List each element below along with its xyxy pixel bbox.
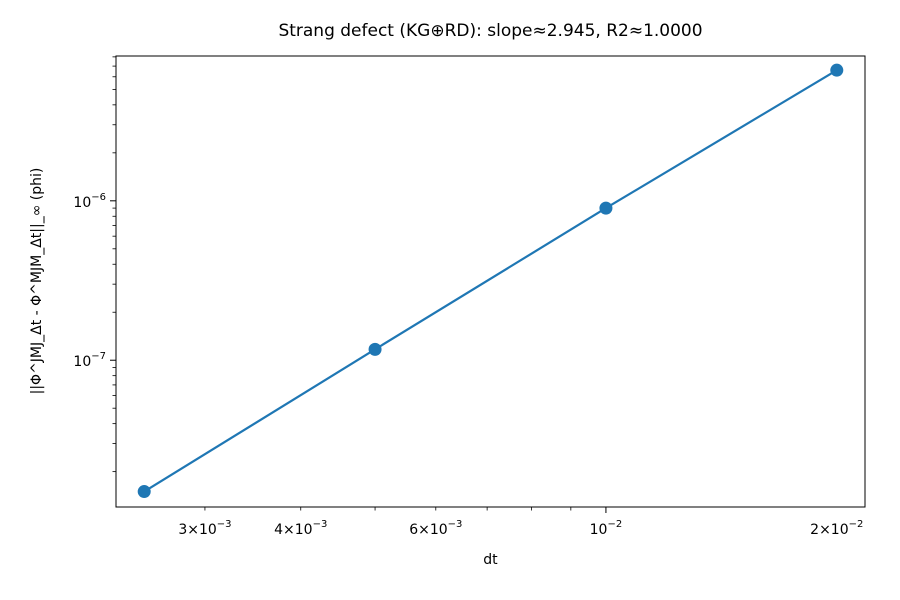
y-tick-label: 10−7 xyxy=(73,351,106,370)
axes-frame xyxy=(115,55,866,508)
y-tick-label: 10−6 xyxy=(73,192,106,211)
data-point xyxy=(599,201,613,215)
data-point xyxy=(368,342,382,356)
series-line xyxy=(143,69,838,493)
chart-title: Strang defect (KG⊕RD): slope≈2.945, R2≈1… xyxy=(278,21,703,41)
x-tick-label: 10−2 xyxy=(590,519,623,538)
x-tick-label: 4×10−3 xyxy=(274,519,327,538)
data-point xyxy=(830,63,844,77)
x-tick-label: 3×10−3 xyxy=(178,519,231,538)
x-axis-label: dt xyxy=(483,552,498,568)
x-tick-label: 2×10−2 xyxy=(810,519,863,538)
data-point xyxy=(137,485,151,499)
x-tick-label: 6×10−3 xyxy=(409,519,462,538)
y-axis-label: ||Φ^JMJ_Δt - Φ^MJM_Δt||_∞ (phi) xyxy=(29,167,45,395)
